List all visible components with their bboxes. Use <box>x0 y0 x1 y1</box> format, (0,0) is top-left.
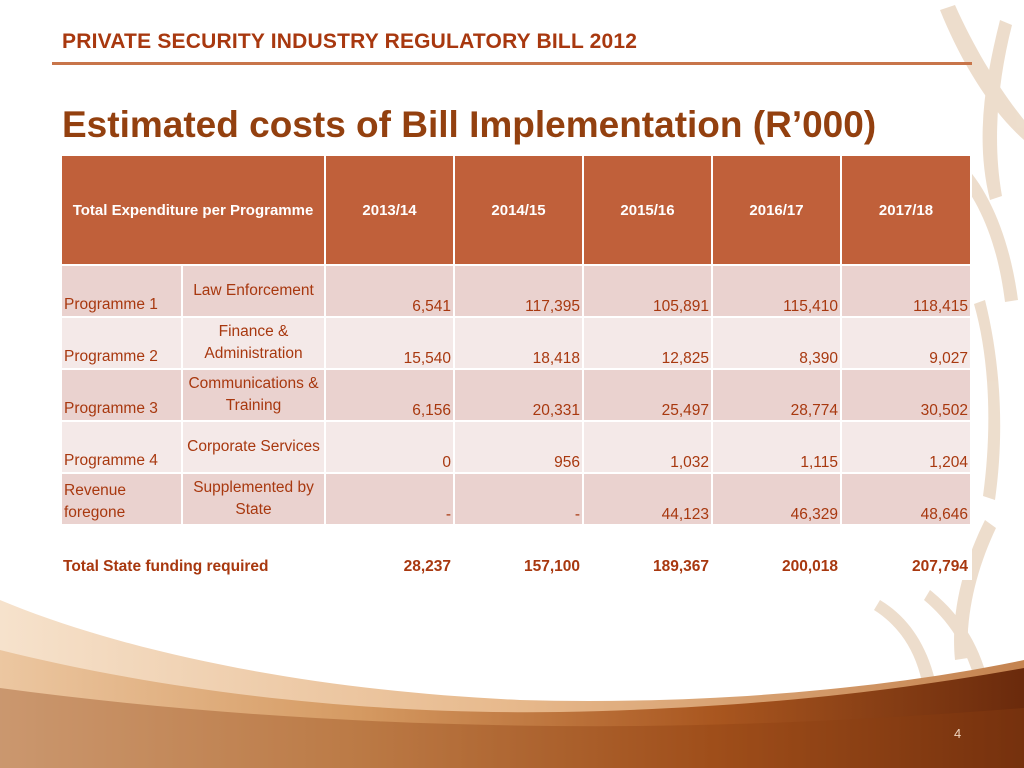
programme-name: Programme 4 <box>60 420 183 474</box>
cell-value: 28,774 <box>711 368 843 422</box>
cell-value: 15,540 <box>324 316 456 370</box>
total-value: 189,367 <box>582 524 714 580</box>
programme-description: Supplemented by State <box>180 472 327 526</box>
table-row: Programme 3 Communications & Training 6,… <box>60 368 973 422</box>
bottom-swoosh-dark <box>0 650 1024 768</box>
programme-description: Finance & Administration <box>180 316 327 370</box>
total-value: 207,794 <box>840 524 973 580</box>
cell-value: 118,415 <box>840 264 973 318</box>
header-year: 2016/17 <box>711 154 843 266</box>
header-year: 2014/15 <box>453 154 585 266</box>
table-row: Programme 1 Law Enforcement 6,541 117,39… <box>60 264 973 318</box>
cell-value: 117,395 <box>453 264 585 318</box>
cell-value: 1,204 <box>840 420 973 474</box>
bill-title: PRIVATE SECURITY INDUSTRY REGULATORY BIL… <box>62 30 638 53</box>
cell-value: 6,541 <box>324 264 456 318</box>
header-divider <box>52 62 972 65</box>
cell-value: 1,032 <box>582 420 714 474</box>
cell-value: 9,027 <box>840 316 973 370</box>
header-year: 2017/18 <box>840 154 973 266</box>
header-year: 2015/16 <box>582 154 714 266</box>
cell-value: 6,156 <box>324 368 456 422</box>
cell-value: 956 <box>453 420 585 474</box>
cell-value: 12,825 <box>582 316 714 370</box>
cell-value: 0 <box>324 420 456 474</box>
total-value: 200,018 <box>711 524 843 580</box>
programme-description: Corporate Services <box>180 420 327 474</box>
programme-name: Programme 1 <box>60 264 183 318</box>
cell-value: 44,123 <box>582 472 714 526</box>
slide-title: Estimated costs of Bill Implementation (… <box>62 104 877 145</box>
table-row: Programme 2 Finance & Administration 15,… <box>60 316 973 370</box>
cell-value: 25,497 <box>582 368 714 422</box>
palm-frond-decoration <box>874 5 1024 692</box>
cell-value: - <box>324 472 456 526</box>
programme-name: Revenue foregone <box>60 472 183 526</box>
cell-value: 18,418 <box>453 316 585 370</box>
programme-name: Programme 2 <box>60 316 183 370</box>
table-row: Revenue foregone Supplemented by State -… <box>60 472 973 526</box>
cell-value: 115,410 <box>711 264 843 318</box>
programme-description: Communications & Training <box>180 368 327 422</box>
total-value: 28,237 <box>324 524 456 580</box>
cell-value: 46,329 <box>711 472 843 526</box>
programme-name: Programme 3 <box>60 368 183 422</box>
table-row: Programme 4 Corporate Services 0 956 1,0… <box>60 420 973 474</box>
cell-value: 48,646 <box>840 472 973 526</box>
page-number: 4 <box>954 726 962 741</box>
cell-value: - <box>453 472 585 526</box>
header-year: 2013/14 <box>324 154 456 266</box>
table-header-row: Total Expenditure per Programme 2013/14 … <box>59 154 973 266</box>
costs-table: Total Expenditure per Programme 2013/14 … <box>59 154 973 580</box>
total-row: Total State funding required 28,237 157,… <box>59 524 973 580</box>
cell-value: 105,891 <box>582 264 714 318</box>
total-value: 157,100 <box>453 524 585 580</box>
cell-value: 30,502 <box>840 368 973 422</box>
cell-value: 8,390 <box>711 316 843 370</box>
cell-value: 1,115 <box>711 420 843 474</box>
total-label: Total State funding required <box>59 524 327 580</box>
programme-description: Law Enforcement <box>180 264 327 318</box>
cell-value: 20,331 <box>453 368 585 422</box>
header-total-expenditure: Total Expenditure per Programme <box>59 154 327 266</box>
